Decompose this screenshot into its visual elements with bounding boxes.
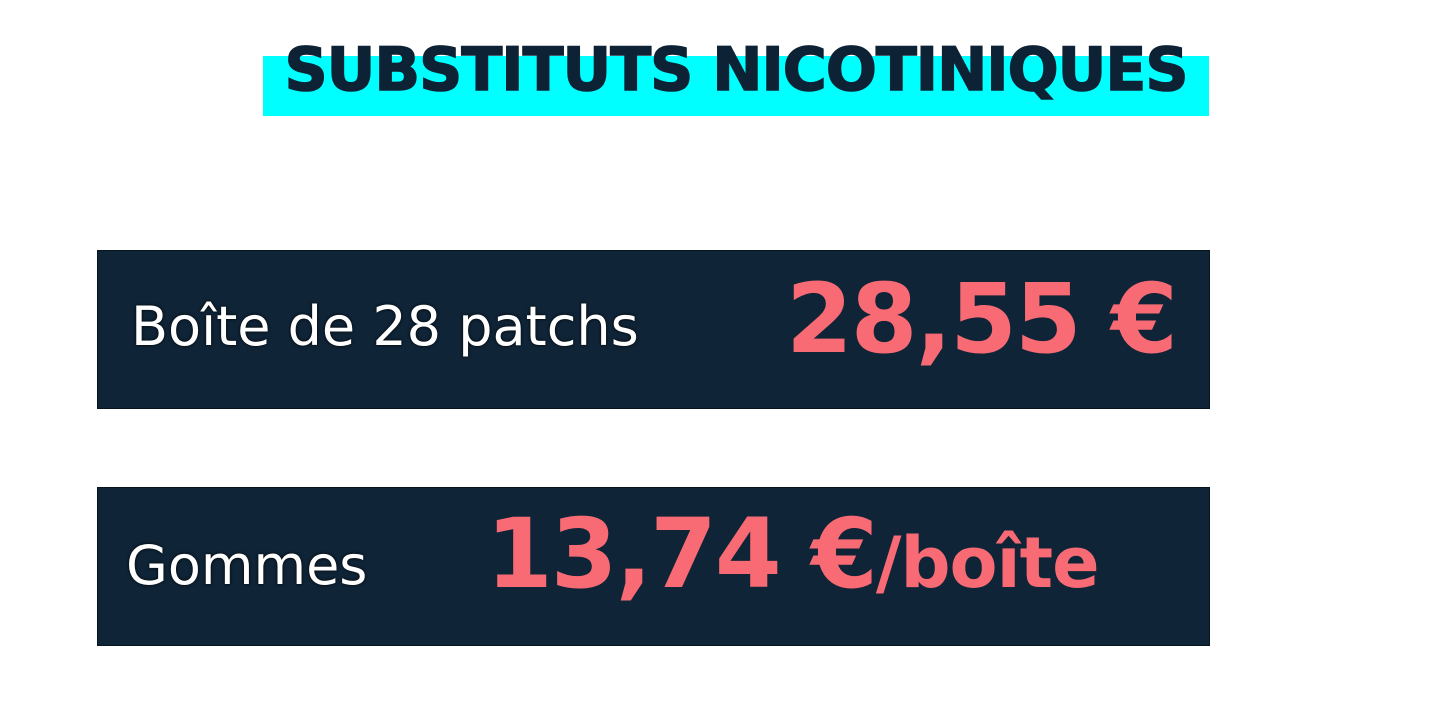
item-label: Gommes bbox=[126, 534, 368, 597]
item-unit: /boîte bbox=[875, 522, 1100, 604]
item-label: Boîte de 28 patchs bbox=[131, 295, 639, 358]
title-highlight-band bbox=[263, 56, 1209, 116]
price-card-gums: Gommes 13,74 €/boîte bbox=[97, 487, 1210, 646]
item-price: 28,55 € bbox=[786, 263, 1178, 375]
price-card-patches: Boîte de 28 patchs 28,55 € bbox=[97, 250, 1210, 409]
item-price-group: 13,74 €/boîte bbox=[486, 498, 1100, 610]
page-title: SUBSTITUTS NICOTINIQUES bbox=[284, 34, 1190, 106]
item-price: 13,74 € bbox=[486, 498, 878, 610]
